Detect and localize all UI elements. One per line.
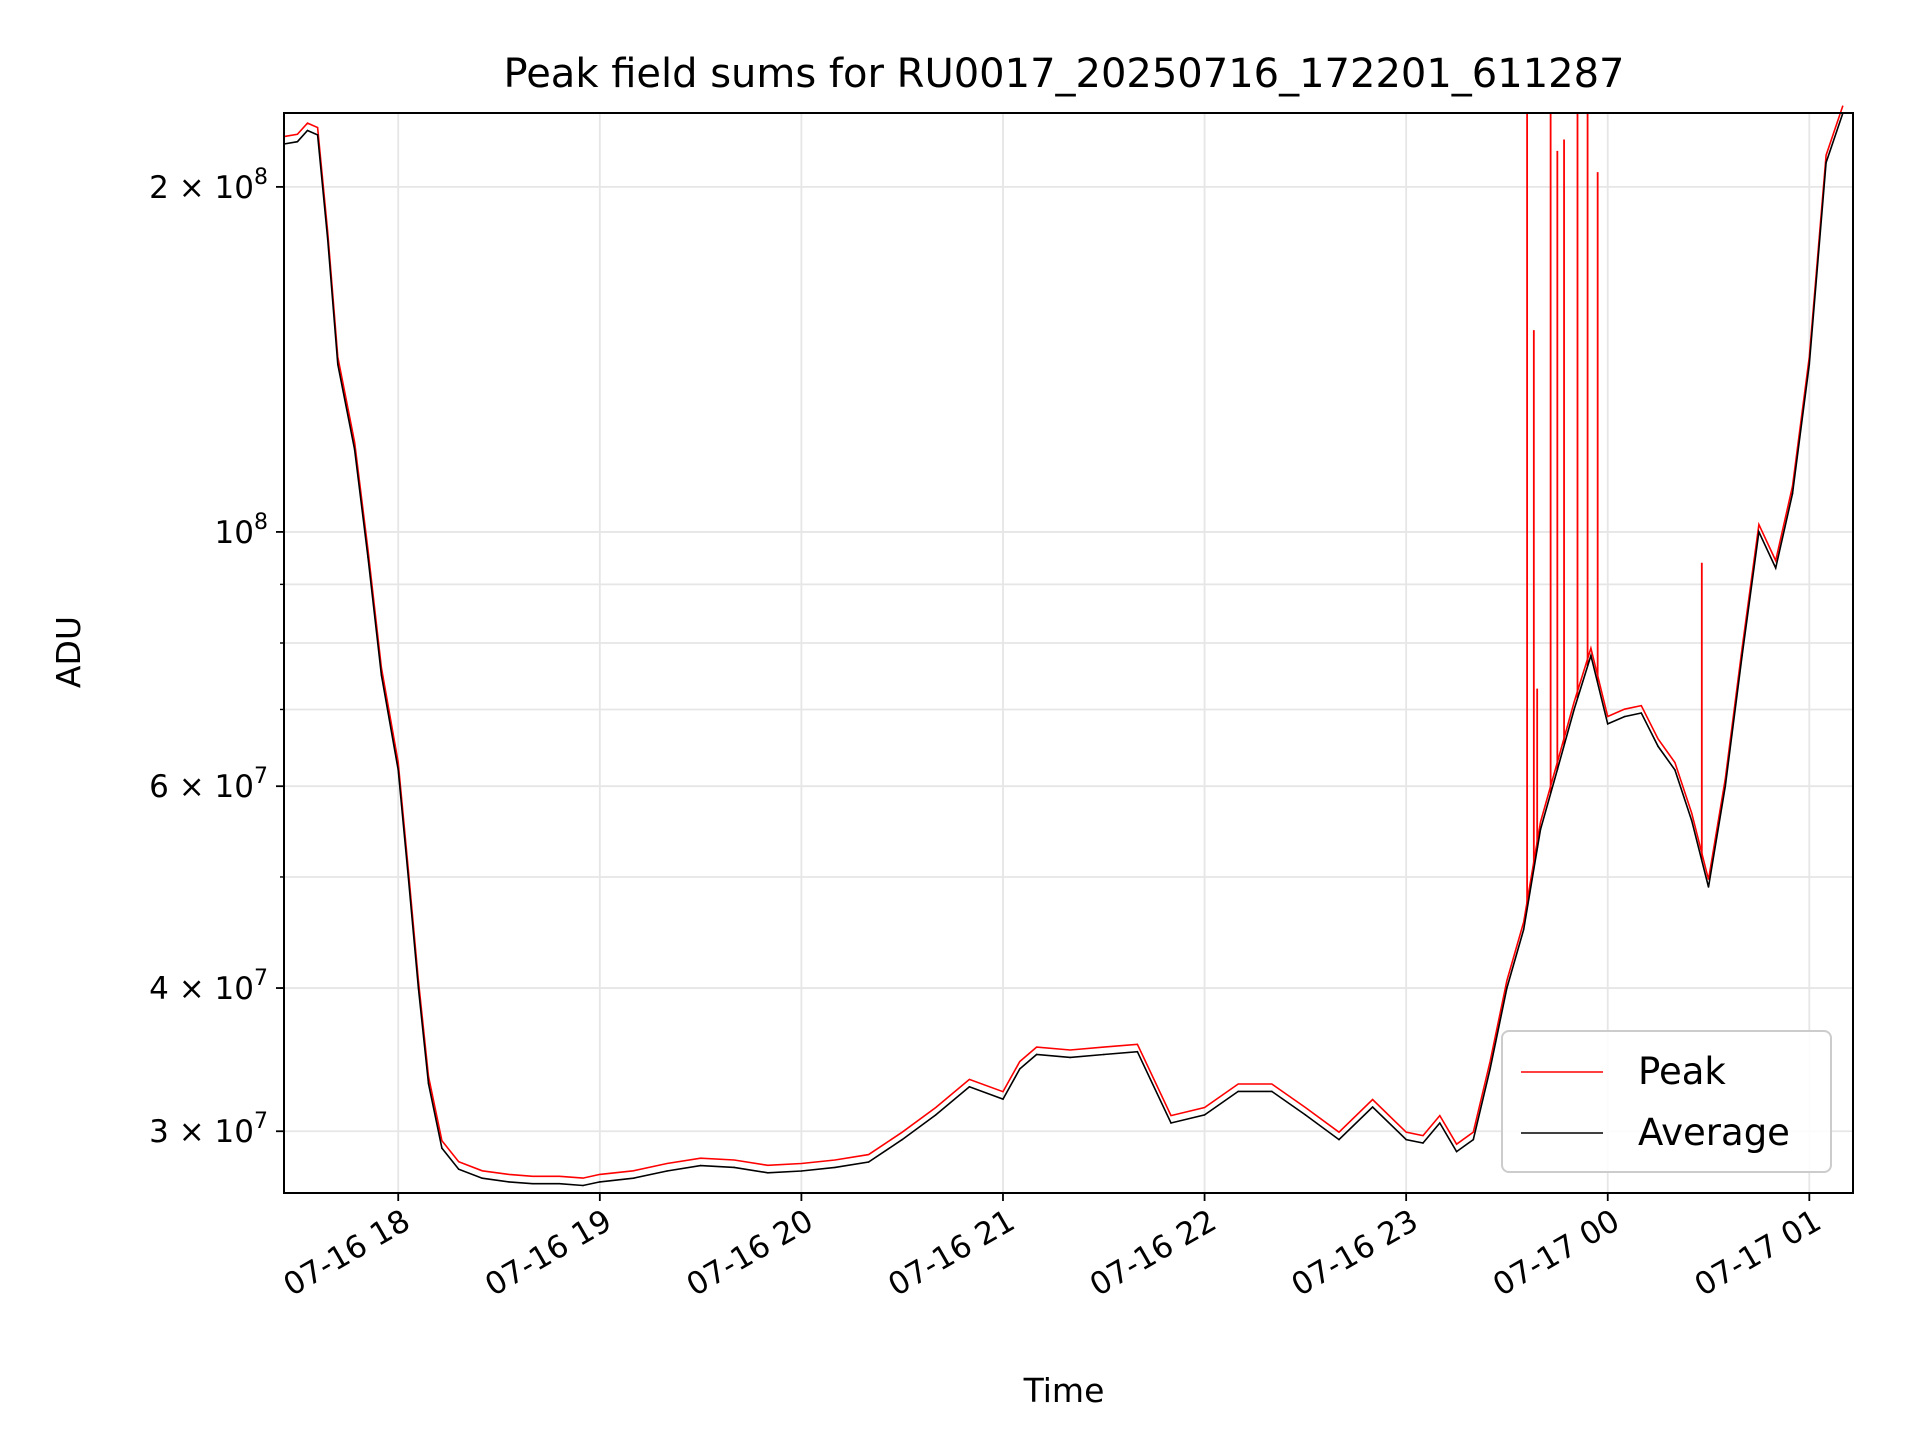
- average-point: [531, 1182, 534, 1185]
- average-point: [1489, 1068, 1491, 1070]
- average-point: [1758, 531, 1760, 533]
- average-point: [1791, 492, 1794, 495]
- average-point: [1170, 1122, 1172, 1124]
- average-point: [417, 987, 420, 989]
- average-point: [1019, 1068, 1021, 1070]
- average-point: [1522, 928, 1525, 931]
- average-point: [1674, 769, 1676, 771]
- average-point: [1035, 1053, 1038, 1056]
- average-point: [1002, 1098, 1004, 1100]
- average-point: [1724, 785, 1727, 787]
- average-point: [316, 134, 319, 136]
- average-point: [1237, 1090, 1239, 1093]
- average-point: [1741, 654, 1743, 657]
- average-point: [1103, 1053, 1105, 1056]
- y-tick-label: 3 × 107: [149, 1109, 268, 1150]
- legend: Peak Average: [1501, 1030, 1832, 1173]
- average-series-line: [283, 112, 1844, 1187]
- average-point: [1556, 769, 1559, 771]
- average-point: [427, 1083, 430, 1085]
- average-point: [441, 1147, 443, 1149]
- average-point: [1808, 363, 1811, 366]
- average-point: [699, 1164, 702, 1167]
- average-point: [1136, 1050, 1139, 1053]
- average-point: [632, 1177, 635, 1179]
- y-tick-label: 108: [215, 510, 268, 551]
- average-point: [935, 1114, 937, 1116]
- average-point: [1774, 567, 1777, 569]
- average-point: [1405, 1138, 1407, 1141]
- average-point: [1825, 161, 1827, 164]
- average-point: [1338, 1138, 1340, 1141]
- average-point: [1203, 1114, 1206, 1116]
- average-point: [1657, 745, 1659, 748]
- plot-lines: [283, 105, 1844, 1187]
- average-point: [867, 1161, 870, 1163]
- average-point: [1422, 1142, 1424, 1144]
- legend-box: [1501, 1030, 1832, 1173]
- average-point: [1690, 819, 1693, 822]
- average-point: [481, 1177, 484, 1179]
- average-point: [968, 1086, 971, 1088]
- average-point: [1623, 715, 1626, 718]
- average-point: [1640, 712, 1643, 714]
- plot-frame: [283, 112, 1854, 1194]
- average-point: [733, 1166, 735, 1169]
- legend-average-label: Average: [1638, 1111, 1790, 1154]
- average-point: [397, 769, 400, 771]
- average-point: [337, 363, 339, 366]
- average-point: [1472, 1138, 1475, 1141]
- y-tick-label: 4 × 107: [149, 966, 268, 1007]
- average-point: [582, 1184, 584, 1187]
- average-point: [1271, 1090, 1273, 1093]
- average-point: [296, 140, 299, 143]
- average-point: [1069, 1056, 1071, 1059]
- average-point: [834, 1166, 836, 1169]
- average-point: [1606, 723, 1609, 725]
- legend-peak-label: Peak: [1638, 1050, 1726, 1093]
- average-point: [1506, 987, 1508, 989]
- gridlines: [284, 113, 1853, 1193]
- average-point: [1707, 886, 1710, 888]
- average-point: [599, 1181, 601, 1183]
- average-point: [353, 448, 356, 451]
- average-point: [1590, 654, 1592, 657]
- average-point: [457, 1168, 460, 1170]
- chart-title: Peak field sums for RU0017_20250716_1722…: [504, 51, 1625, 97]
- average-point: [1439, 1122, 1441, 1124]
- y-axis-label: ADU: [49, 616, 88, 688]
- average-point: [508, 1181, 510, 1183]
- y-tick-label: 6 × 107: [149, 764, 268, 805]
- average-point: [380, 674, 383, 676]
- average-point: [767, 1172, 769, 1174]
- average-point: [1539, 828, 1542, 831]
- average-point: [666, 1170, 668, 1172]
- average-point: [1371, 1106, 1374, 1108]
- average-point: [367, 556, 369, 559]
- average-point: [1455, 1150, 1458, 1153]
- x-axis-label: Time: [1023, 1371, 1105, 1410]
- average-point: [1304, 1114, 1307, 1116]
- average-point: [1573, 708, 1575, 711]
- average-point: [306, 129, 309, 132]
- average-point: [407, 876, 410, 878]
- average-point: [558, 1182, 561, 1185]
- average-point: [901, 1138, 903, 1141]
- average-point: [326, 238, 329, 241]
- average-point: [800, 1170, 803, 1172]
- y-tick-label: 2 × 108: [149, 165, 268, 206]
